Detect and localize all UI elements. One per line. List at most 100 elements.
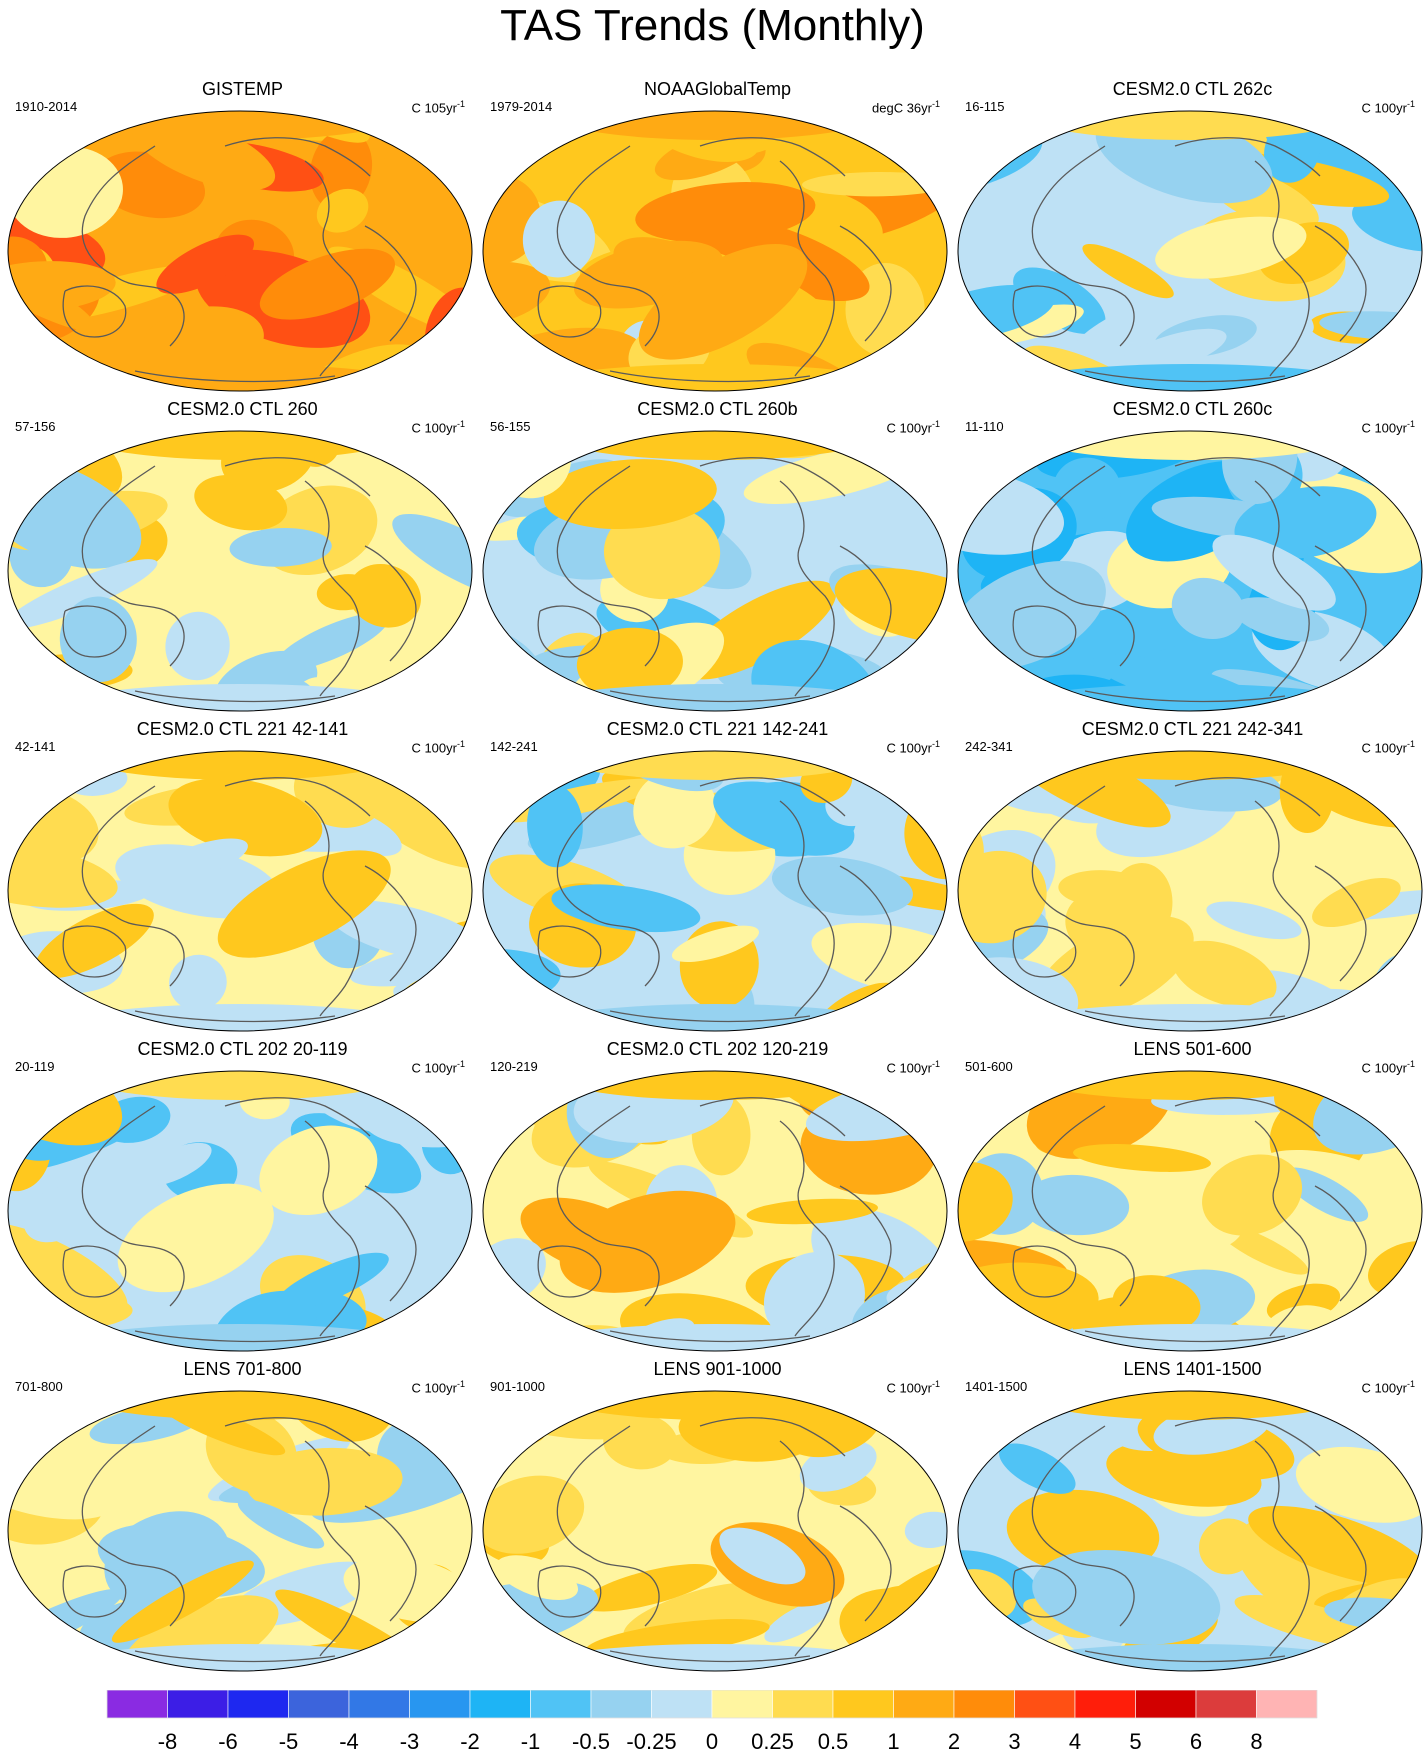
coastline: [839, 865, 892, 982]
coastline: [304, 480, 360, 697]
colorbar-label: -6: [218, 1729, 238, 1754]
trend-region: [1358, 1629, 1420, 1671]
coastline: [304, 800, 360, 1017]
trend-region: [1000, 1004, 1380, 1031]
colorbar-swatch: [409, 1690, 471, 1719]
trend-region: [958, 976, 1002, 1028]
coastline: [134, 370, 336, 383]
coastline: [81, 465, 185, 667]
colorbar-label: 0: [706, 1729, 718, 1754]
panel-units: C 105yr-1: [411, 96, 465, 116]
panel-units-exponent: -1: [931, 419, 940, 429]
trend-region: [603, 1414, 678, 1470]
colorbar-swatch: [227, 1690, 289, 1719]
map-panel: NOAAGlobalTemp 1979-2014 degC 36yr-1: [480, 78, 955, 400]
coastline: [1084, 1650, 1286, 1663]
panel-units-exponent: -1: [931, 99, 940, 109]
colorbar-swatch: [832, 1690, 894, 1719]
trend-region: [545, 751, 885, 780]
trend-region: [165, 611, 230, 681]
trend-region: [1234, 486, 1377, 559]
panel-years: 901-1000: [490, 1379, 545, 1394]
trend-region: [1112, 1275, 1201, 1333]
coastline: [81, 145, 185, 347]
map-field: [482, 750, 948, 1032]
map-field: [957, 110, 1423, 392]
trend-region: [217, 850, 391, 958]
trend-region: [392, 513, 472, 600]
trend-region: [8, 1391, 80, 1417]
trend-region: [169, 954, 227, 1011]
panel-units: C 100yr-1: [886, 1056, 940, 1076]
trend-region: [746, 1198, 878, 1225]
coastline: [1314, 225, 1367, 342]
trend-region: [581, 1564, 718, 1612]
trend-region: [525, 1644, 905, 1671]
map-outline: [7, 1390, 473, 1672]
coastline: [537, 285, 602, 338]
trend-region: [1021, 1174, 1130, 1236]
trend-region: [1312, 877, 1401, 927]
panel-units-text: C 100yr: [886, 1380, 932, 1396]
trend-region: [543, 459, 717, 530]
coastline: [1314, 1185, 1367, 1302]
coastline: [779, 480, 835, 697]
map-field: [7, 1390, 473, 1672]
trend-region: [111, 1560, 254, 1643]
trend-region: [764, 1600, 831, 1643]
trend-region: [1199, 1518, 1257, 1575]
trend-region: [1248, 1505, 1422, 1587]
map-panel: CESM2.0 CTL 202 120-219 120-219 C 100yr-1: [480, 1038, 955, 1360]
coastline: [224, 457, 371, 497]
trend-region: [435, 111, 472, 165]
coastline: [224, 1097, 371, 1137]
panel-years: 1401-1500: [965, 1379, 1028, 1394]
panel-units-exponent: -1: [1406, 419, 1415, 429]
trend-region: [1106, 863, 1173, 948]
panel-units-text: degC 36yr: [872, 100, 932, 116]
coastline: [1084, 1010, 1286, 1023]
trend-region: [1067, 297, 1202, 375]
trend-region: [8, 1448, 119, 1520]
panel-units: C 100yr-1: [1361, 1376, 1415, 1396]
panel-units-exponent: -1: [1406, 739, 1415, 749]
colorbar-swatch: [772, 1690, 834, 1719]
trend-region: [958, 1391, 1022, 1427]
colorbar-swatch: [953, 1690, 1015, 1719]
coastline: [1031, 465, 1135, 667]
panel-years: 1979-2014: [490, 99, 553, 114]
panel-title: CESM2.0 CTL 221 142-241: [606, 719, 829, 739]
coastline: [1174, 137, 1321, 177]
trend-region: [576, 627, 683, 700]
coastline: [1012, 1565, 1077, 1618]
trend-region: [70, 431, 410, 460]
trend-region: [50, 1324, 430, 1351]
map-panel: CESM2.0 CTL 262c 16-115 C 100yr-1: [955, 78, 1425, 400]
coastline: [1031, 1105, 1135, 1307]
map-field: [7, 1070, 473, 1352]
trend-region: [8, 1391, 86, 1426]
panel-units-text: C 100yr: [1361, 740, 1407, 756]
colorbar-label: 5: [1129, 1729, 1141, 1754]
trend-region: [1089, 1507, 1141, 1538]
panel-units-text: C 100yr: [886, 420, 932, 436]
colorbar-swatch: [469, 1690, 531, 1719]
map-outline: [482, 110, 948, 392]
colorbar-swatch: [1014, 1690, 1076, 1719]
map-field: [957, 1390, 1423, 1672]
trend-region: [958, 850, 1047, 944]
colorbar-swatch: [1074, 1690, 1136, 1719]
coastline: [609, 1330, 811, 1343]
trend-region: [496, 1555, 579, 1600]
trend-region: [545, 431, 885, 460]
coastline: [62, 1565, 127, 1618]
panel-years: 120-219: [490, 1059, 538, 1074]
trend-region: [771, 856, 913, 916]
panel-title: CESM2.0 CTL 262c: [1112, 79, 1273, 99]
trend-region: [34, 903, 154, 979]
panel-units-exponent: -1: [1406, 1379, 1415, 1389]
coastline: [1174, 457, 1321, 497]
coastline: [224, 777, 371, 817]
map-outline: [482, 1390, 948, 1672]
map-panel: LENS 501-600 501-600 C 100yr-1: [955, 1038, 1425, 1360]
